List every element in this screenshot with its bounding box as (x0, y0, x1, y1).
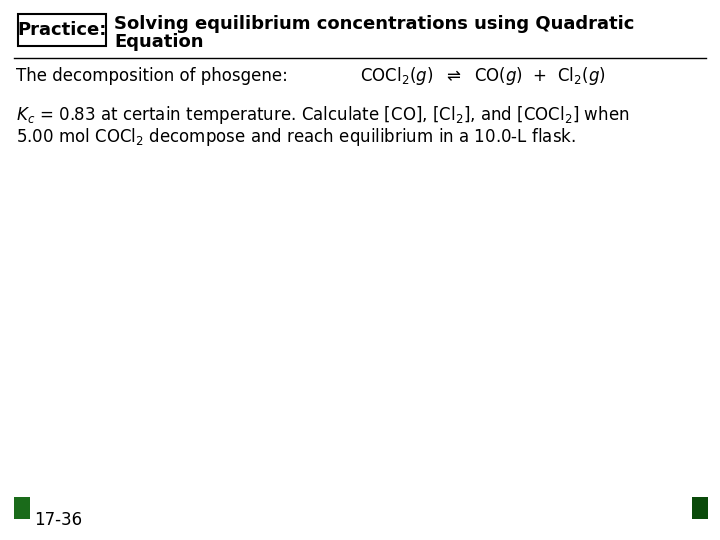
Text: Practice:: Practice: (17, 21, 107, 39)
Text: 5.00 mol COCl$_2$ decompose and reach equilibrium in a 10.0-L flask.: 5.00 mol COCl$_2$ decompose and reach eq… (16, 126, 576, 148)
Text: Solving equilibrium concentrations using Quadratic: Solving equilibrium concentrations using… (114, 15, 634, 33)
Text: Equation: Equation (114, 33, 204, 51)
Bar (18, 14, 106, 46)
Text: COCl$_2$($\it{g}$)  $\rightleftharpoons$  CO($\it{g}$)  +  Cl$_2$($\it{g}$): COCl$_2$($\it{g}$) $\rightleftharpoons$ … (360, 65, 606, 87)
Text: 17-36: 17-36 (34, 511, 82, 529)
Bar (692, 497, 708, 519)
Text: The decomposition of phosgene:: The decomposition of phosgene: (16, 67, 288, 85)
Bar (14, 497, 30, 519)
Text: $\it{K}$$_c$ = 0.83 at certain temperature. Calculate [CO], [Cl$_2$], and [COCl$: $\it{K}$$_c$ = 0.83 at certain temperatu… (16, 104, 629, 126)
